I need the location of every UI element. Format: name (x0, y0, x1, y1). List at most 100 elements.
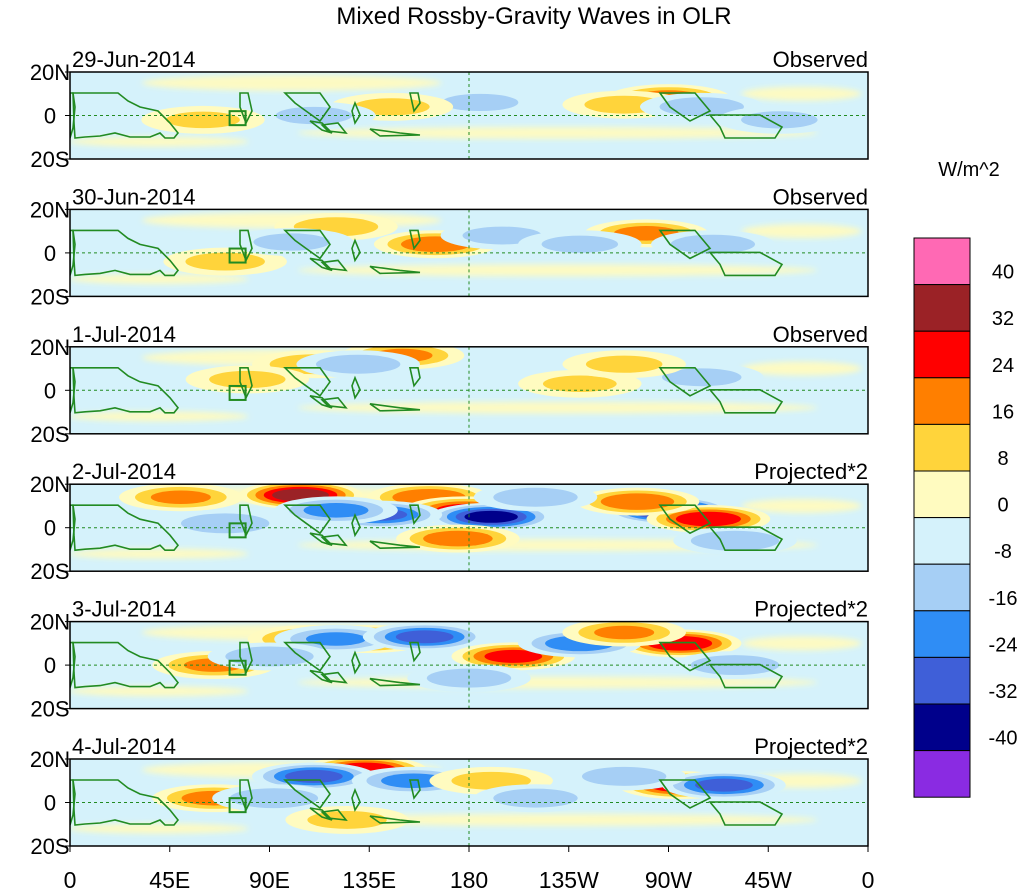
anomaly-contour (669, 99, 735, 115)
figure-title: Mixed Rossby-Gravity Waves in OLR (336, 3, 731, 30)
anomaly-blob (274, 496, 398, 525)
anomaly-contour (667, 369, 737, 385)
anomaly-field (70, 484, 868, 572)
colorbar-swatch (913, 656, 971, 705)
anomaly-contour (193, 516, 257, 531)
region-box (228, 659, 247, 676)
x-tick-label: 180 (450, 867, 488, 890)
anomaly-contour (306, 632, 366, 646)
y-tick-label: 20S (30, 422, 69, 447)
anomaly-contour (242, 791, 306, 806)
weak-anomaly-band (741, 86, 862, 101)
weak-anomaly-band (70, 823, 249, 834)
anomaly-blob (119, 484, 243, 512)
x-tick-label: 45W (745, 867, 793, 890)
y-tick-label: 0 (44, 653, 56, 678)
map-panel: 3-Jul-2014 Projected*2 20N 0 20S (30, 597, 869, 722)
anomaly-blob (640, 363, 764, 392)
colorbar-label: 40 (992, 262, 1014, 284)
anomaly-blob (163, 247, 287, 276)
colorbar-swatch (913, 330, 971, 379)
colorbar-swatch (913, 750, 971, 798)
weak-anomaly-band (297, 126, 818, 139)
anomaly-field (70, 209, 868, 297)
anomaly-contour (680, 236, 746, 252)
region-box (228, 110, 247, 127)
anomaly-blob (575, 487, 700, 516)
y-tick-label: 0 (44, 104, 56, 129)
anomaly-field (70, 72, 868, 159)
colorbar: W/m^2 40 32 24 16 8 0 -8 -16 -24 -32 -40 (913, 159, 1018, 798)
anomaly-blob (717, 105, 842, 134)
colorbar-label: 0 (997, 495, 1008, 517)
x-tick-label: 45E (149, 867, 190, 890)
panel-date: 1-Jul-2014 (72, 322, 176, 347)
y-tick-label: 20N (30, 197, 70, 222)
y-tick-label: 20S (30, 559, 69, 584)
anomaly-blob (562, 350, 686, 379)
anomaly-contour (594, 625, 655, 640)
anomaly-contour (591, 769, 657, 784)
anomaly-blob (251, 762, 376, 791)
anomaly-blob (207, 642, 332, 671)
colorbar-label: -8 (994, 541, 1012, 563)
weak-anomaly-band (70, 686, 249, 697)
colorbar-swatch (913, 563, 971, 612)
colorbar-swatch (913, 284, 971, 332)
colorbar-label: 24 (992, 355, 1014, 377)
anomaly-field (70, 621, 868, 709)
x-axis: 0 45E 90E 135E 180 135W 90W 45W 0 (64, 846, 875, 890)
region-box (228, 797, 247, 814)
anomaly-blob (473, 484, 598, 512)
anomaly-contour (683, 513, 734, 525)
anomaly-contour (487, 650, 540, 663)
x-tick-label: 90E (249, 867, 290, 890)
colorbar-swatch (913, 377, 971, 425)
weak-anomaly-band (741, 224, 862, 239)
region-box (228, 384, 247, 401)
colorbar-label: 16 (992, 401, 1014, 423)
colorbar-label: -16 (989, 588, 1018, 610)
anomaly-blob (252, 101, 376, 130)
anomaly-blob (212, 784, 336, 813)
x-tick-label: 135E (342, 867, 396, 890)
colorbar-label: -32 (989, 681, 1018, 703)
panel-date: 4-Jul-2014 (72, 734, 176, 759)
weak-anomaly-band (297, 264, 818, 277)
region-box (228, 522, 247, 539)
anomaly-contour (355, 98, 428, 115)
panel-date: 30-Jun-2014 (72, 184, 196, 209)
colorbar-units: W/m^2 (938, 159, 1000, 181)
panel-kind: Projected*2 (754, 459, 868, 484)
colorbar-label: 8 (997, 448, 1008, 470)
anomaly-blob (562, 621, 686, 647)
y-tick-label: 0 (44, 378, 56, 403)
panel-kind: Observed (773, 47, 868, 72)
map-panel: 1-Jul-2014 Observed 20N 0 20S (30, 322, 869, 447)
panel-date: 2-Jul-2014 (72, 459, 176, 484)
anomaly-contour (325, 356, 391, 372)
anomaly-contour (312, 812, 382, 828)
weak-anomaly-band (141, 74, 442, 91)
colorbar-label: 32 (992, 308, 1014, 330)
anomaly-contour (466, 511, 516, 523)
anomaly-contour (502, 790, 569, 806)
x-tick-label: 0 (862, 867, 875, 890)
colorbar-swatch (913, 423, 971, 472)
colorbar-swatch (913, 470, 971, 519)
y-tick-label: 20S (30, 147, 69, 172)
anomaly-contour (256, 234, 328, 251)
weak-anomaly-band (70, 411, 249, 422)
anomaly-blob (662, 771, 786, 800)
anomaly-contour (429, 532, 487, 545)
y-tick-label: 20S (30, 284, 69, 309)
x-tick-label: 0 (64, 867, 77, 890)
colorbar-label: -24 (989, 634, 1018, 656)
panel-kind: Observed (773, 322, 868, 347)
panel-date: 29-Jun-2014 (72, 47, 196, 72)
y-tick-label: 0 (44, 241, 56, 266)
map-panel: 29-Jun-2014 Observed 20N 0 20S (30, 47, 869, 172)
x-tick-label: 90W (645, 867, 693, 890)
